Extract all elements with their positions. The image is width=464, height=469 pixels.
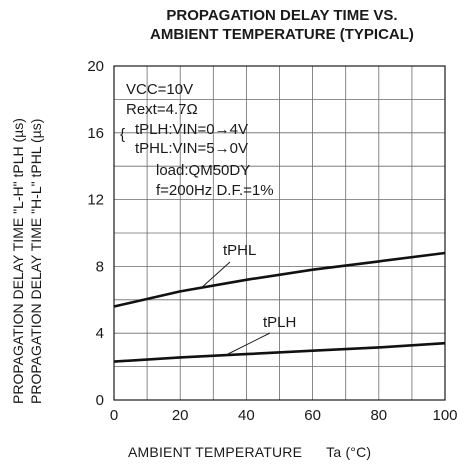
condition-tplh-vin: tPLH:VIN=0→4V — [135, 121, 248, 138]
y-tick-label: 4 — [96, 325, 104, 342]
label-tplh: tPLH — [227, 314, 296, 355]
condition-vcc: VCC=10V — [126, 81, 193, 98]
chart-subtitle: AMBIENT TEMPERATURE (TYPICAL) — [150, 26, 414, 43]
label-tphl: tPHL — [199, 242, 256, 290]
x-tick-label: 100 — [432, 407, 457, 424]
series-label-tphl: tPHL — [223, 242, 256, 259]
x-axis-symbol: Ta (°C) — [326, 444, 372, 460]
y-tick-label: 20 — [87, 58, 104, 75]
condition-load: load:QM50DY — [156, 162, 250, 179]
chart-title: PROPAGATION DELAY TIME VS. — [166, 7, 398, 24]
series-label-tplh: tPLH — [263, 314, 296, 331]
series-line-tphl — [113, 251, 446, 308]
x-tick-label: 40 — [238, 407, 255, 424]
condition-rext: Rext=4.7Ω — [126, 101, 198, 118]
y-tick-label: 8 — [96, 258, 104, 275]
x-tick-label: 0 — [110, 407, 118, 424]
leader-line-tplh — [227, 332, 271, 355]
x-tick-label: 80 — [370, 407, 387, 424]
series-line-tplh — [113, 341, 446, 363]
grid — [114, 66, 445, 400]
x-tick-label: 60 — [304, 407, 321, 424]
brace-symbol: { — [120, 126, 125, 143]
leader-line-tphl — [199, 261, 231, 290]
y-tick-label: 0 — [96, 392, 104, 409]
x-axis-label: AMBIENT TEMPERATURE Ta (°C) — [128, 444, 371, 460]
conditions-annotation: VCC=10V Rext=4.7Ω { tPLH:VIN=0→4V tPHL:V… — [120, 81, 274, 199]
condition-tphl-vin: tPHL:VIN=5→0V — [135, 140, 248, 157]
x-axis-title: AMBIENT TEMPERATURE — [128, 444, 303, 460]
condition-frequency: f=200Hz D.F.=1% — [156, 182, 274, 199]
y-tick-label: 12 — [87, 192, 104, 209]
plot-frame — [113, 65, 446, 401]
x-tick-label: 20 — [172, 407, 189, 424]
y-tick-label: 16 — [87, 125, 104, 142]
series-lines — [113, 251, 446, 363]
tick-labels: 0 20 40 60 80 100 0 4 8 12 16 20 — [87, 58, 457, 424]
